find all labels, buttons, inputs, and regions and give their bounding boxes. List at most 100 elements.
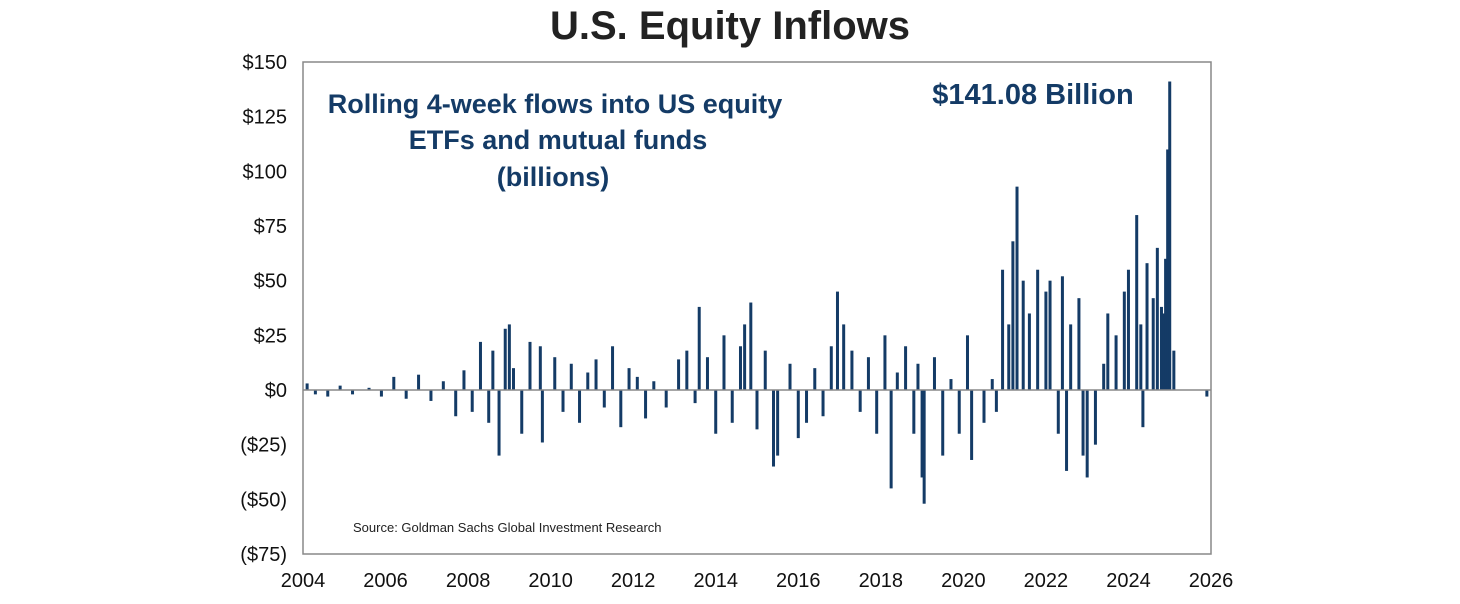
y-tick-label: $75 xyxy=(254,216,287,238)
chart-title: U.S. Equity Inflows xyxy=(549,4,911,48)
flow-bar xyxy=(664,390,668,408)
flow-bar xyxy=(619,390,623,428)
flow-bar xyxy=(1172,350,1176,390)
x-tick-label: 2006 xyxy=(363,570,408,592)
subtitle-line-1: Rolling 4-week flows into US equity xyxy=(328,89,783,119)
flow-bar xyxy=(470,390,474,412)
x-tick-label: 2008 xyxy=(446,570,491,592)
flow-bar xyxy=(949,379,953,390)
y-tick-label: ($25) xyxy=(240,435,287,457)
flow-bar xyxy=(738,346,742,390)
y-tick-label: $100 xyxy=(243,161,288,183)
x-tick-label: 2020 xyxy=(941,570,986,592)
flow-bar xyxy=(705,357,709,390)
flow-bar xyxy=(1015,186,1019,390)
flow-bar xyxy=(417,374,421,390)
x-tick-label: 2004 xyxy=(281,570,326,592)
flow-bar xyxy=(520,390,524,434)
flow-bar xyxy=(1139,324,1143,390)
flow-bar xyxy=(586,372,590,390)
flow-bar xyxy=(743,324,747,390)
flow-bar xyxy=(842,324,846,390)
flow-bar xyxy=(1106,313,1110,390)
flow-bar xyxy=(392,376,396,390)
flow-bar xyxy=(578,390,582,423)
flow-bar xyxy=(776,390,780,456)
flow-bar xyxy=(1011,241,1015,390)
flow-bar xyxy=(429,390,433,401)
flow-bar xyxy=(1159,306,1163,390)
flow-bar xyxy=(602,390,606,408)
flow-bar xyxy=(866,357,870,390)
flow-bar xyxy=(1168,81,1172,390)
flow-bar xyxy=(454,390,458,417)
subtitle-line-3: (billions) xyxy=(497,162,609,192)
flow-bar xyxy=(627,368,631,390)
flow-bar xyxy=(1081,390,1085,456)
flow-bar xyxy=(462,370,466,390)
flow-bar xyxy=(835,291,839,390)
flow-bar xyxy=(685,350,689,390)
x-tick-label: 2014 xyxy=(693,570,738,592)
flow-bar xyxy=(1102,363,1106,390)
x-axis: 2004 2006 2008 2010 2012 2014 2016 2018 2020 2022… xyxy=(281,570,1234,592)
flow-bar xyxy=(755,390,759,430)
flow-bar xyxy=(569,363,573,390)
flow-bar xyxy=(487,390,491,423)
flow-bar xyxy=(957,390,961,434)
flow-bar xyxy=(1122,291,1126,390)
flow-bar xyxy=(677,359,681,390)
flow-bar xyxy=(858,390,862,412)
flow-bar xyxy=(922,390,926,504)
flow-bar xyxy=(540,390,544,443)
flow-bar xyxy=(1021,280,1025,390)
flow-bar xyxy=(693,390,697,404)
flow-bar xyxy=(1001,269,1005,390)
flow-bar xyxy=(932,357,936,390)
flow-bar xyxy=(763,350,767,390)
flow-bar xyxy=(305,383,309,390)
flow-bar xyxy=(1141,390,1145,428)
flow-bar xyxy=(1164,258,1168,390)
flow-bar xyxy=(561,390,565,412)
flow-bar xyxy=(1007,324,1011,390)
flow-bar xyxy=(652,381,656,390)
flow-bar xyxy=(1048,280,1052,390)
flow-bar xyxy=(351,390,355,395)
y-tick-label: $125 xyxy=(243,107,288,129)
flow-bar xyxy=(1085,390,1089,478)
flow-bar xyxy=(714,390,718,434)
flow-bar xyxy=(441,381,445,390)
flow-bar xyxy=(920,390,924,478)
flow-bar xyxy=(1205,390,1209,397)
flow-bar xyxy=(1126,269,1130,390)
flow-bar xyxy=(1044,291,1048,390)
flow-bar xyxy=(594,359,598,390)
flow-bar xyxy=(875,390,879,434)
subtitle-line-2: ETFs and mutual funds xyxy=(409,125,708,155)
source-note: Source: Goldman Sachs Global Investment … xyxy=(353,520,662,535)
flow-bar xyxy=(883,335,887,390)
peak-callout: $141.08 Billion xyxy=(932,79,1134,111)
flow-bar xyxy=(965,335,969,390)
x-tick-label: 2026 xyxy=(1189,570,1234,592)
y-tick-label: ($75) xyxy=(240,544,287,566)
flow-bar xyxy=(796,390,800,439)
flow-bar xyxy=(379,390,383,397)
flow-bar xyxy=(1166,149,1170,390)
flow-bar xyxy=(503,328,507,390)
flow-bar xyxy=(1027,313,1031,390)
y-tick-label: ($50) xyxy=(240,489,287,511)
flow-bar xyxy=(528,341,532,390)
x-tick-label: 2012 xyxy=(611,570,656,592)
flow-bar xyxy=(1060,276,1064,390)
x-tick-label: 2016 xyxy=(776,570,821,592)
flow-bar xyxy=(850,350,854,390)
flow-bar xyxy=(478,341,482,390)
flow-bar xyxy=(367,387,371,390)
flow-bar xyxy=(916,363,920,390)
flow-bar xyxy=(1056,390,1060,434)
flow-bar xyxy=(404,390,408,399)
flow-bar xyxy=(722,335,726,390)
